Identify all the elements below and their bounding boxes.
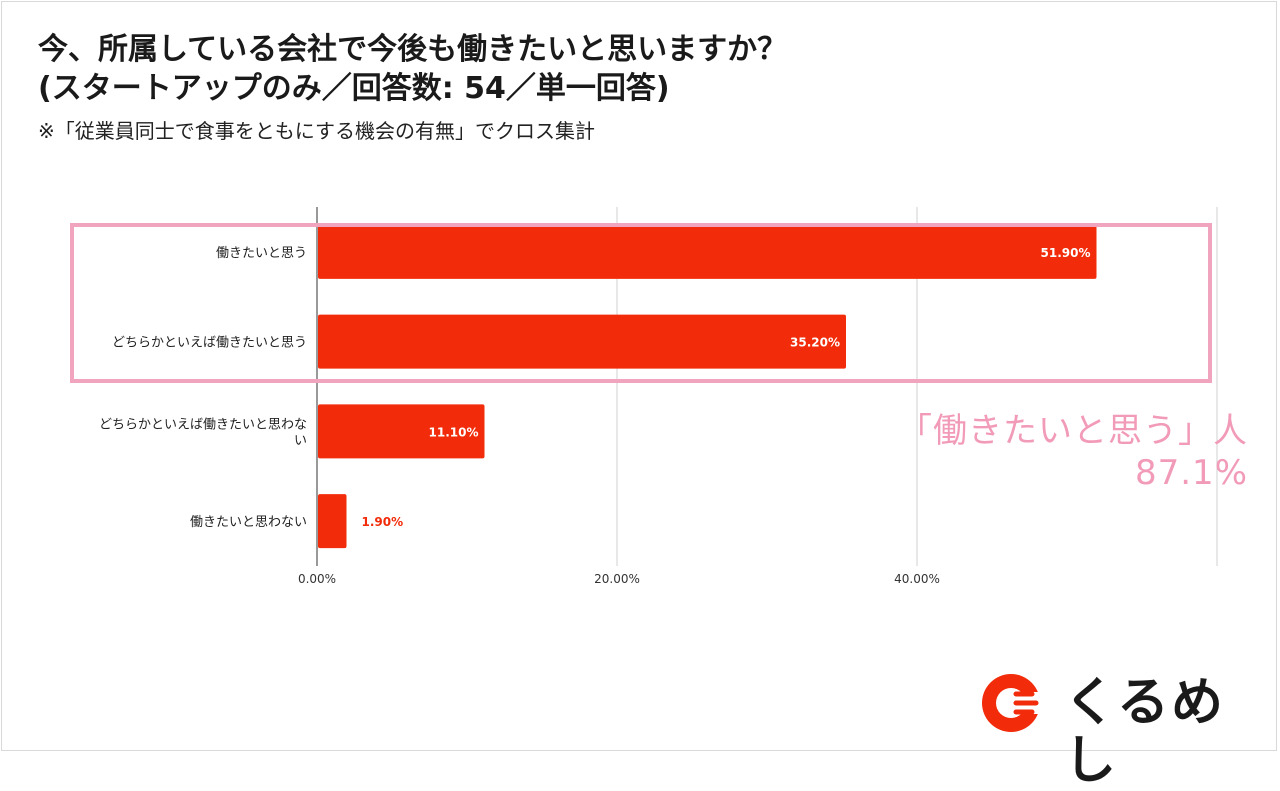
value-label: 51.90% (1041, 246, 1091, 260)
x-tick-label: 0.00% (298, 572, 336, 586)
value-label: 35.20% (790, 336, 840, 350)
chart-title: 今、所属している会社で今後も働きたいと思いますか？ (スタートアップのみ／回答数… (38, 30, 787, 108)
chart-frame (1, 1, 1277, 751)
category-label: どちらかといえば働きたいと思う (112, 336, 307, 351)
value-label: 1.90% (362, 515, 404, 529)
title-line-1: 今、所属している会社で今後も働きたいと思いますか？ (38, 32, 788, 67)
bar-chart: 0.00% 20.00% 40.00% 働きたいと思う 51.90% どちらかといえば働き… (99, 207, 1218, 586)
bar (318, 494, 347, 549)
logo-text: くるめし (1064, 673, 1225, 791)
callout-value: 87.1% (1134, 453, 1248, 493)
logo-icon (982, 674, 1041, 732)
highlight-box (70, 223, 1212, 383)
chart-subtitle: ※「従業員同士で食事をともにする機会の有無」でクロス集計 (38, 119, 595, 143)
value-label: 11.10% (429, 425, 479, 439)
callout-label: 「働きたいと思う」人 (898, 411, 1248, 451)
bar (318, 224, 1097, 279)
category-label: どちらかといえば働きたいと思わない (99, 417, 307, 448)
category-label: 働きたいと思う (216, 246, 307, 261)
x-tick-label: 40.00% (894, 572, 940, 586)
kurumeshi-logo: くるめし (980, 672, 1260, 790)
x-tick-label: 20.00% (594, 572, 640, 586)
category-label: 働きたいと思わない (190, 515, 307, 530)
callout-annotation: 「働きたいと思う」人 87.1% (898, 410, 1248, 494)
bar (318, 404, 485, 459)
title-line-2: (スタートアップのみ／回答数: 54／単一回答) (38, 71, 670, 106)
bar (318, 314, 846, 369)
